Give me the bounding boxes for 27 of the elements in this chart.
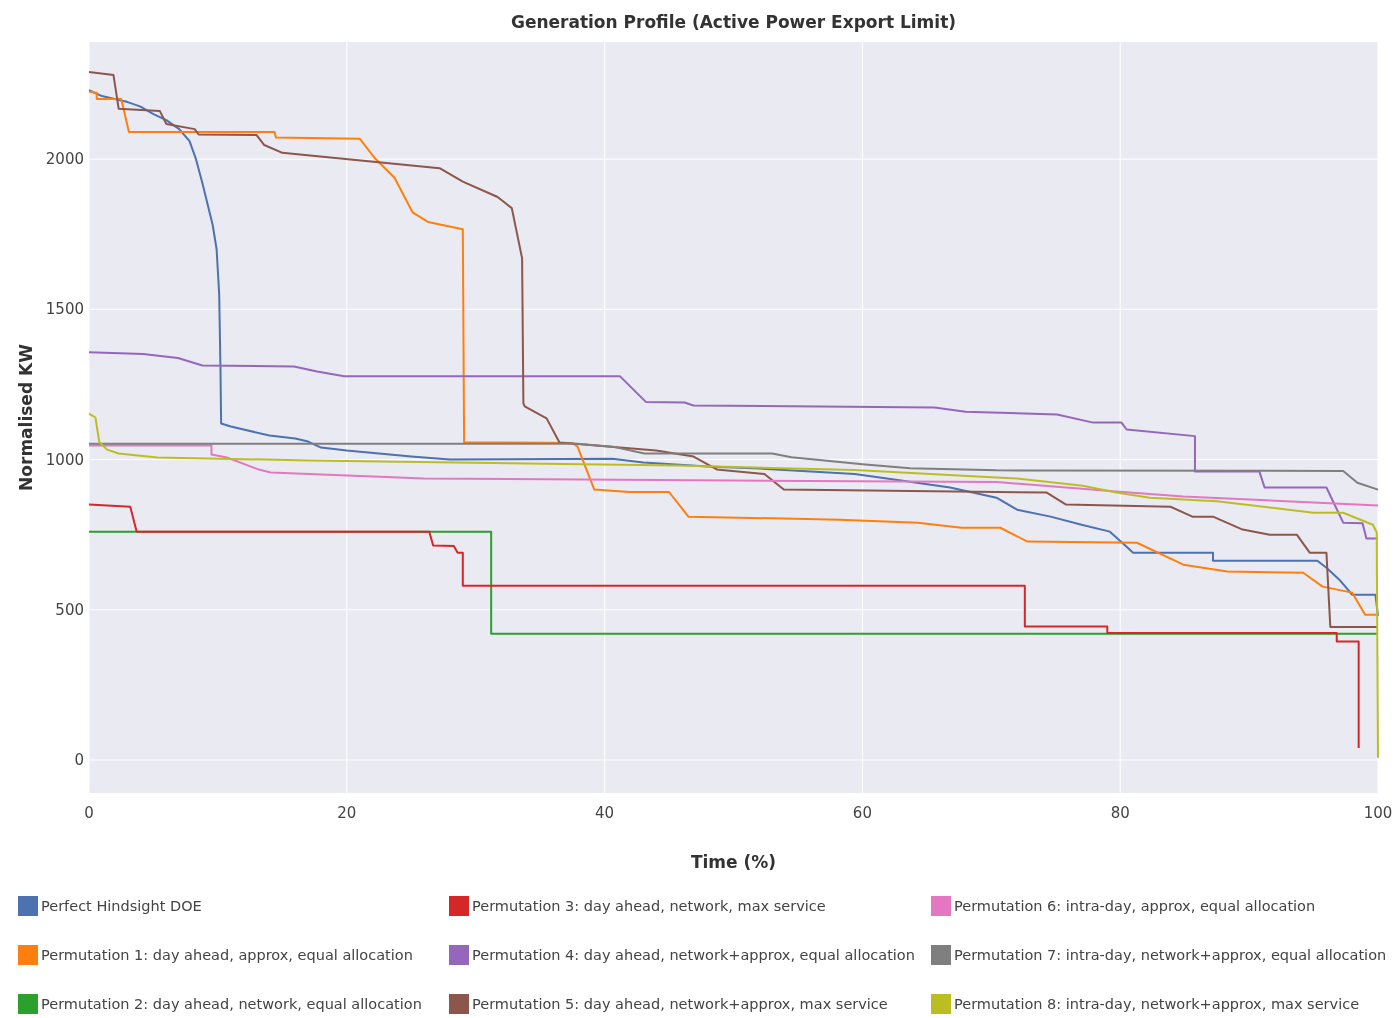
- x-axis-title: Time (%): [690, 852, 777, 872]
- legend-label: Permutation 2: day ahead, network, equal allocation: [41, 996, 422, 1012]
- legend-label: Permutation 7: intra-day, network+approx, equal allocation: [954, 947, 1387, 963]
- chart-title: Generation Profile (Active Power Export Limit): [510, 12, 957, 32]
- line-series: [88, 444, 1379, 507]
- x-tick-label: 20: [337, 804, 357, 822]
- x-tick-label: 80: [1110, 804, 1130, 822]
- line-series: [88, 442, 1379, 491]
- y-tick-label: 2000: [45, 150, 84, 169]
- legend-label: Permutation 3: day ahead, network, max service: [472, 898, 826, 914]
- y-tick-label: 500: [55, 600, 84, 619]
- y-tick-label: 1500: [45, 300, 84, 319]
- legend-label: Permutation 6: intra-day, approx, equal allocation: [954, 898, 1316, 914]
- line-series: [88, 412, 1379, 759]
- legend-label: Permutation 5: day ahead, network+approx, max service: [472, 996, 888, 1012]
- x-tick-label: 60: [852, 804, 872, 822]
- y-tick-label: 1000: [45, 450, 84, 469]
- x-tick-label: 100: [1363, 804, 1393, 822]
- legend-label: Permutation 8: intra-day, network+approx, max service: [954, 996, 1360, 1012]
- line-series: [88, 351, 1379, 540]
- legend-label: Permutation 1: day ahead, approx, equal allocation: [41, 947, 413, 963]
- y-axis-title: Normalised KW: [16, 343, 36, 491]
- legend-label: Permutation 4: day ahead, network+approx, equal allocation: [472, 947, 915, 963]
- y-tick-label: 0: [74, 750, 84, 769]
- legend-label: Perfect Hindsight DOE: [41, 898, 202, 914]
- x-tick-label: 40: [595, 804, 615, 822]
- line-series: [88, 503, 1360, 749]
